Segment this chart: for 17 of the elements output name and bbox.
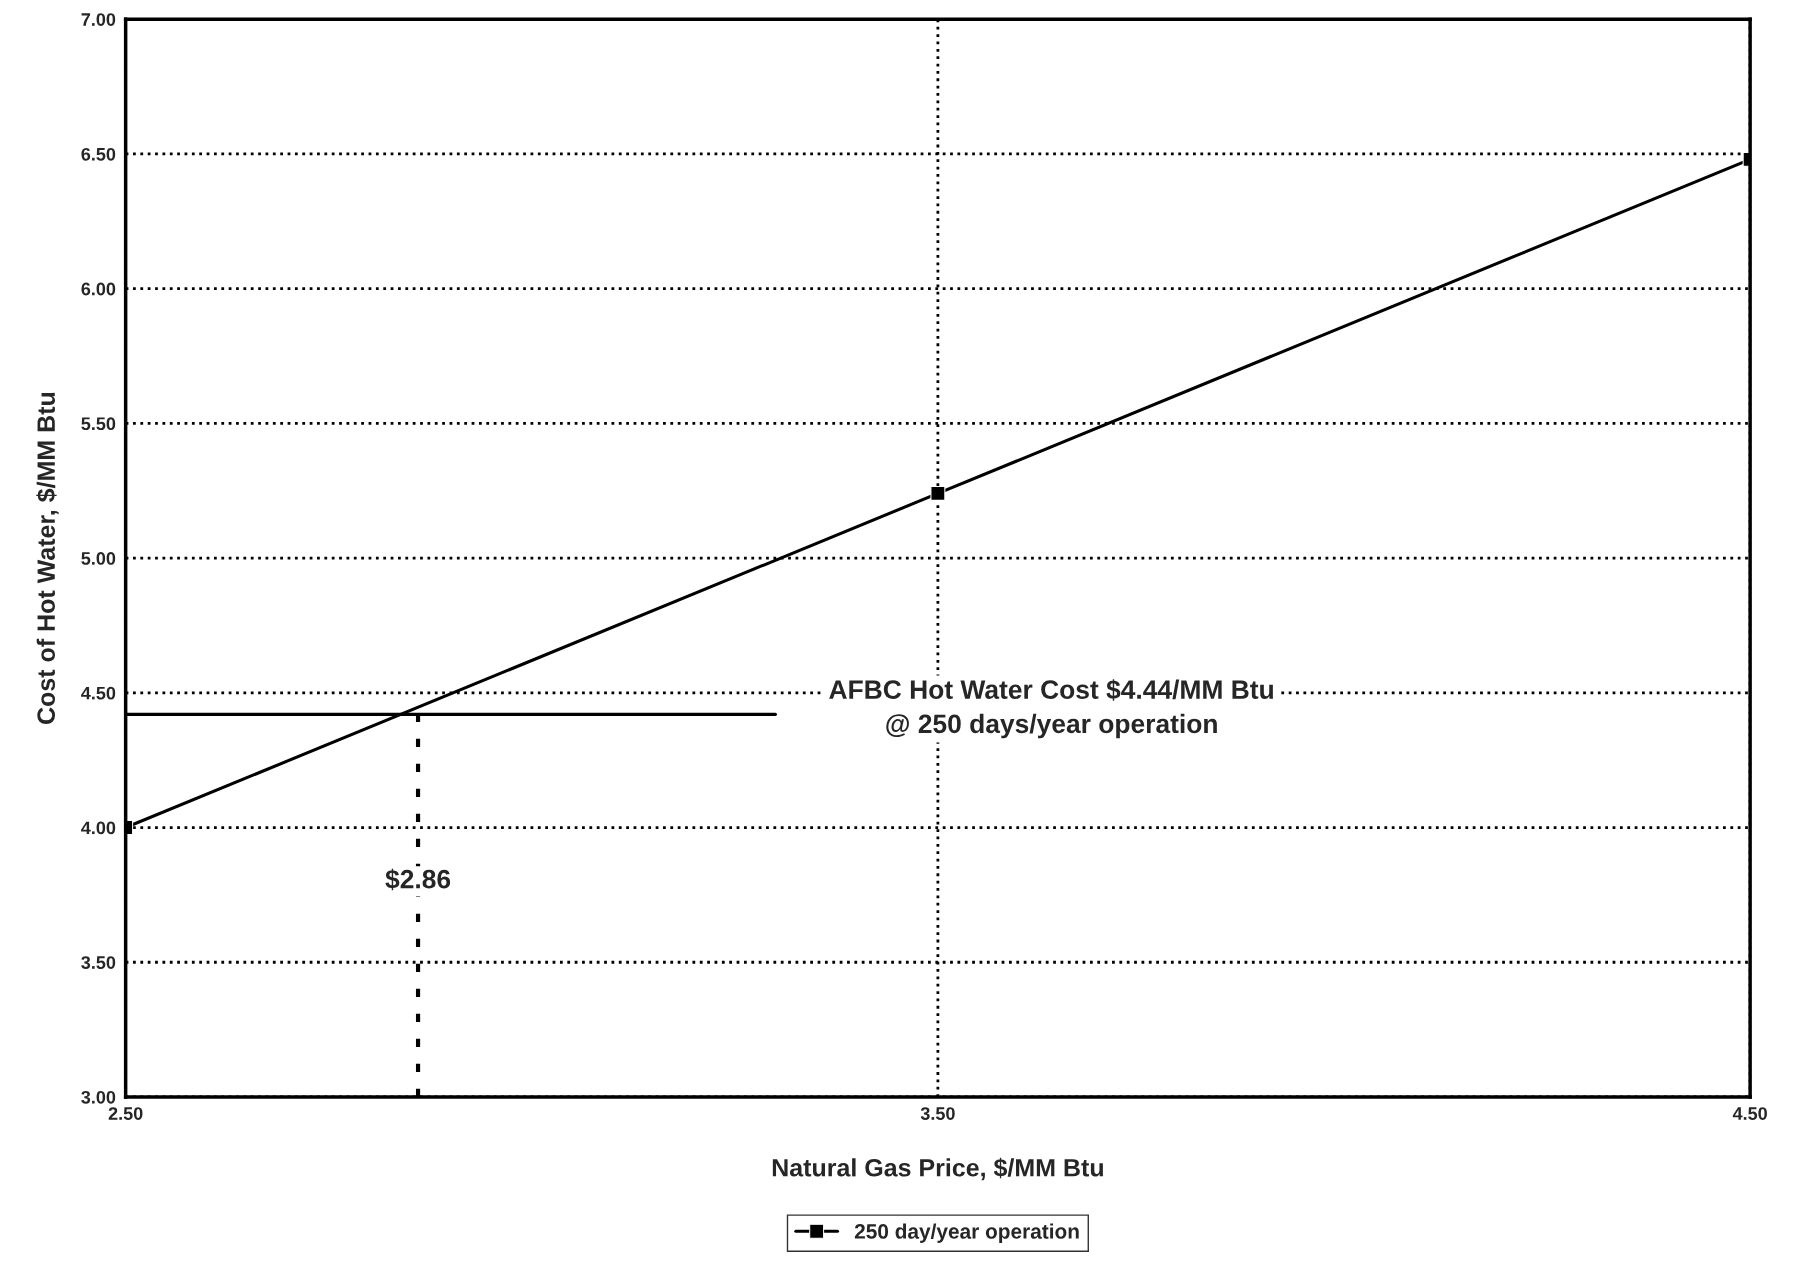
legend-label: 250 day/year operation: [854, 1223, 1079, 1243]
y-tick-label: 5.00: [81, 552, 116, 565]
x-tick-label: 3.50: [920, 1107, 955, 1120]
annotation: $2.86: [385, 868, 451, 891]
y-tick-label: 6.00: [81, 282, 116, 296]
y-axis-title: Cost of Hot Water, $/MM Btu: [36, 392, 59, 724]
y-tick-label: 3.50: [81, 956, 116, 969]
y-tick-label: 6.50: [81, 147, 116, 161]
y-tick-label: 5.50: [81, 417, 116, 431]
x-tick-label: 4.50: [1732, 1107, 1767, 1120]
y-tick-label: 7.00: [81, 13, 116, 26]
x-axis-title: Natural Gas Price, $/MM Btu: [772, 1157, 1103, 1181]
y-tick-label: 4.50: [81, 686, 116, 700]
y-tick-label: 3.00: [81, 1090, 116, 1104]
annotation: AFBC Hot Water Cost $4.44/MM Btu @ 250 days/year operation: [829, 679, 1273, 739]
y-tick-label: 4.00: [81, 821, 116, 835]
x-tick-label: 2.50: [108, 1107, 143, 1120]
